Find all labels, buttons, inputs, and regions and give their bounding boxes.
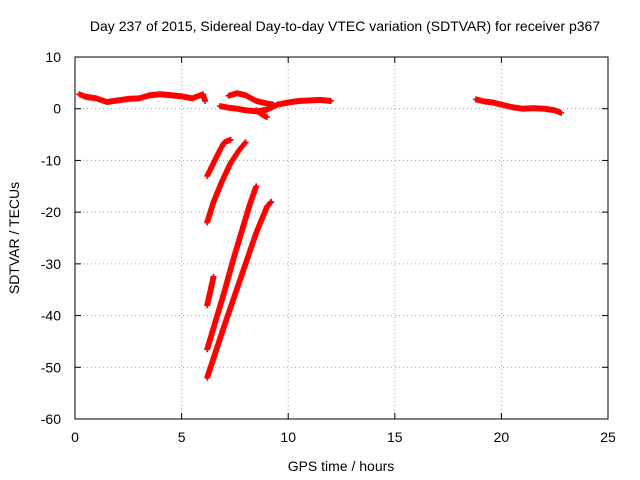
series-arc-6 bbox=[204, 136, 234, 179]
series-arc-10 bbox=[204, 198, 275, 381]
x-tick-label: 15 bbox=[387, 429, 403, 445]
plot-frame bbox=[74, 56, 609, 420]
data-layer bbox=[76, 90, 565, 381]
y-axis-title: SDTVAR / TECUs bbox=[6, 182, 22, 294]
y-tick-label: -10 bbox=[41, 152, 61, 168]
y-tick-label: -50 bbox=[41, 359, 61, 375]
series-arc-1 bbox=[76, 91, 209, 105]
series-arc-7 bbox=[204, 139, 249, 226]
y-tick-label: 10 bbox=[45, 49, 61, 65]
y-tick-label: -60 bbox=[41, 411, 61, 427]
chart-title: Day 237 of 2015, Sidereal Day-to-day VTE… bbox=[90, 18, 600, 34]
x-tick-label: 20 bbox=[494, 429, 510, 445]
series-arc-2 bbox=[216, 96, 334, 115]
x-tick-label: 10 bbox=[280, 429, 296, 445]
series-arc-5 bbox=[472, 96, 565, 116]
x-axis-title: GPS time / hours bbox=[288, 458, 395, 474]
series-arc-9 bbox=[204, 183, 260, 353]
series-arc-3 bbox=[225, 90, 277, 108]
y-tick-label: -20 bbox=[41, 204, 61, 220]
tick-layer: 0 5 10 15 20 25 10 0 -10 -20 -30 -40 -50 -60 bbox=[41, 49, 616, 445]
y-tick-label: 0 bbox=[53, 101, 61, 117]
x-tick-label: 5 bbox=[178, 429, 186, 445]
x-tick-label: 25 bbox=[600, 429, 616, 445]
x-tick-label: 0 bbox=[71, 429, 79, 445]
y-tick-label: -30 bbox=[41, 256, 61, 272]
y-tick-label: -40 bbox=[41, 308, 61, 324]
series-arc-8 bbox=[204, 273, 217, 309]
series-arc-4 bbox=[253, 107, 270, 120]
